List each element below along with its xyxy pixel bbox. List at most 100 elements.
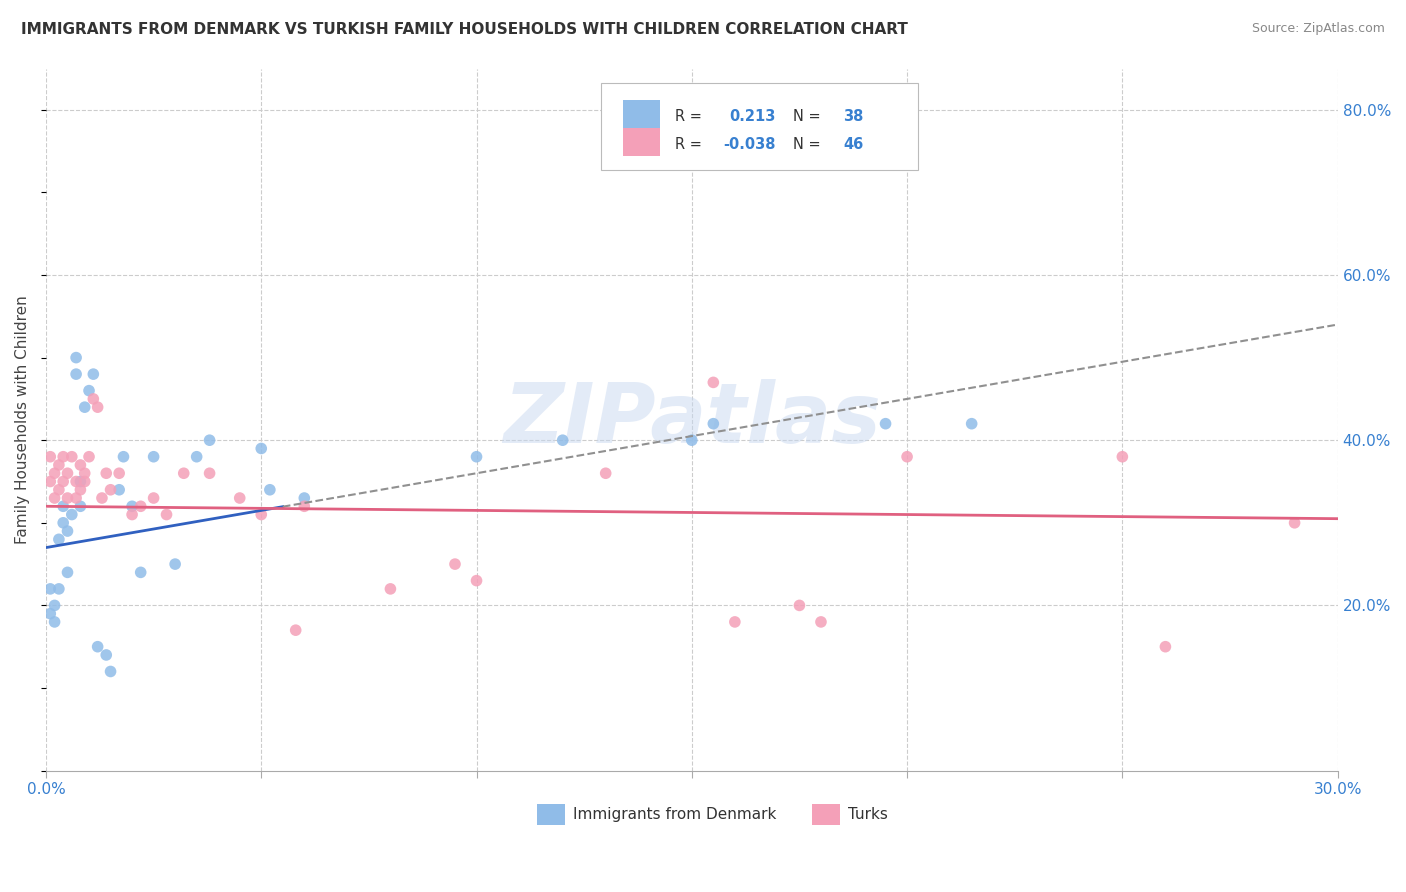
- Text: R =: R =: [675, 109, 706, 124]
- Point: [702, 376, 724, 390]
- Point: [121, 508, 143, 522]
- Text: 0.213: 0.213: [730, 109, 776, 124]
- Point: [198, 467, 221, 481]
- Point: [724, 615, 747, 629]
- Point: [681, 434, 703, 448]
- FancyBboxPatch shape: [602, 83, 918, 170]
- Point: [52, 450, 75, 464]
- Point: [1111, 450, 1133, 464]
- Point: [292, 491, 315, 505]
- Bar: [537, 804, 565, 824]
- Point: [48, 458, 70, 472]
- Point: [73, 400, 96, 414]
- Point: [48, 533, 70, 547]
- Point: [48, 582, 70, 596]
- Point: [82, 392, 104, 406]
- Point: [142, 491, 165, 505]
- Point: [100, 665, 122, 679]
- Point: [39, 582, 62, 596]
- Point: [1154, 640, 1177, 654]
- Point: [198, 434, 221, 448]
- Point: [56, 524, 79, 538]
- Point: [52, 516, 75, 530]
- Text: Turks: Turks: [848, 806, 889, 822]
- Point: [875, 417, 897, 431]
- Point: [91, 491, 114, 505]
- Point: [77, 384, 100, 398]
- Text: ZIPatlas: ZIPatlas: [503, 379, 880, 460]
- Text: N =: N =: [793, 136, 825, 152]
- Point: [702, 417, 724, 431]
- Point: [380, 582, 402, 596]
- Bar: [623, 128, 659, 156]
- Point: [896, 450, 918, 464]
- Point: [86, 640, 108, 654]
- Point: [960, 417, 983, 431]
- Point: [465, 450, 488, 464]
- Point: [810, 615, 832, 629]
- Point: [96, 648, 118, 662]
- Text: R =: R =: [675, 136, 706, 152]
- Point: [69, 500, 91, 514]
- Point: [186, 450, 208, 464]
- Text: 38: 38: [844, 109, 863, 124]
- Point: [65, 367, 87, 381]
- Point: [112, 450, 135, 464]
- Text: IMMIGRANTS FROM DENMARK VS TURKISH FAMILY HOUSEHOLDS WITH CHILDREN CORRELATION C: IMMIGRANTS FROM DENMARK VS TURKISH FAMIL…: [21, 22, 908, 37]
- Point: [129, 566, 152, 580]
- Point: [73, 467, 96, 481]
- Point: [250, 442, 273, 456]
- Point: [250, 508, 273, 522]
- Point: [56, 566, 79, 580]
- Point: [551, 434, 574, 448]
- Point: [1284, 516, 1306, 530]
- Point: [69, 475, 91, 489]
- Point: [73, 475, 96, 489]
- Point: [96, 467, 118, 481]
- Point: [284, 623, 307, 637]
- Point: [65, 491, 87, 505]
- Point: [292, 500, 315, 514]
- Text: 46: 46: [844, 136, 863, 152]
- Point: [39, 607, 62, 621]
- Point: [595, 467, 617, 481]
- Point: [108, 467, 131, 481]
- Point: [82, 367, 104, 381]
- Point: [86, 400, 108, 414]
- Point: [789, 599, 811, 613]
- Y-axis label: Family Households with Children: Family Households with Children: [15, 295, 30, 544]
- Point: [65, 351, 87, 365]
- Point: [60, 508, 83, 522]
- Point: [259, 483, 281, 497]
- Text: Immigrants from Denmark: Immigrants from Denmark: [574, 806, 776, 822]
- Point: [129, 500, 152, 514]
- Point: [165, 557, 187, 571]
- Point: [121, 500, 143, 514]
- Point: [39, 450, 62, 464]
- Point: [173, 467, 195, 481]
- Point: [60, 450, 83, 464]
- Point: [52, 475, 75, 489]
- Point: [56, 491, 79, 505]
- Text: Source: ZipAtlas.com: Source: ZipAtlas.com: [1251, 22, 1385, 36]
- Point: [100, 483, 122, 497]
- Point: [56, 467, 79, 481]
- Point: [228, 491, 250, 505]
- Point: [69, 483, 91, 497]
- Point: [69, 458, 91, 472]
- Point: [44, 491, 66, 505]
- Point: [44, 467, 66, 481]
- Point: [77, 450, 100, 464]
- Text: N =: N =: [793, 109, 825, 124]
- Point: [44, 599, 66, 613]
- Point: [39, 475, 62, 489]
- Text: -0.038: -0.038: [723, 136, 775, 152]
- Point: [444, 557, 467, 571]
- Point: [44, 615, 66, 629]
- Point: [108, 483, 131, 497]
- Point: [48, 483, 70, 497]
- Point: [65, 475, 87, 489]
- Point: [52, 500, 75, 514]
- Point: [142, 450, 165, 464]
- Bar: [811, 804, 841, 824]
